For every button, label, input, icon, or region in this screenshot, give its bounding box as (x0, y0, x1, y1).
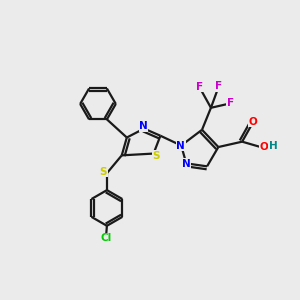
Text: F: F (196, 82, 203, 92)
Text: O: O (249, 117, 257, 127)
Text: S: S (152, 151, 160, 161)
Text: F: F (227, 98, 234, 108)
Text: N: N (182, 159, 190, 169)
Text: Cl: Cl (101, 233, 112, 243)
Text: N: N (139, 121, 148, 131)
Text: F: F (215, 81, 223, 91)
Text: N: N (176, 140, 185, 151)
Text: H: H (269, 141, 278, 152)
Text: O: O (259, 142, 268, 152)
Text: S: S (100, 167, 107, 177)
